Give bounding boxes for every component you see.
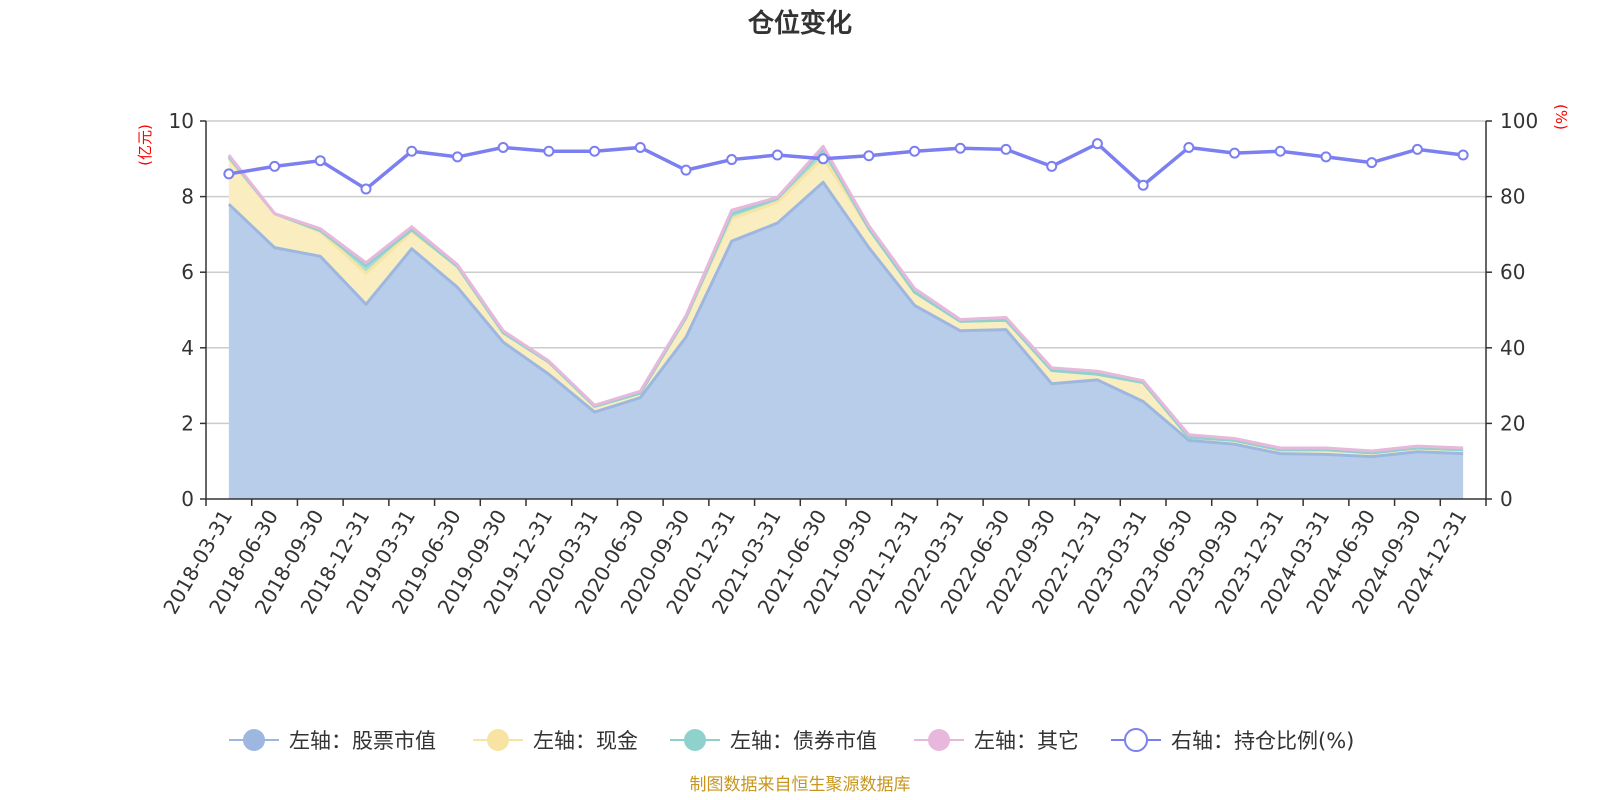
- ratio-point: [726, 154, 738, 166]
- ratio-point: [680, 164, 692, 176]
- ratio-point: [406, 145, 418, 157]
- ratio-point: [223, 168, 235, 180]
- right-tick-label: 80: [1500, 185, 1525, 209]
- legend-label-3: 左轴：其它: [974, 729, 1079, 753]
- left-tick-label: 0: [181, 487, 194, 511]
- ratio-point: [1229, 147, 1241, 159]
- ratio-point: [1000, 143, 1012, 155]
- ratio-point: [909, 145, 921, 157]
- legend-label-2: 左轴：债券市值: [730, 729, 877, 753]
- left-axis-unit: (亿元): [136, 124, 154, 166]
- legend-marker-0: [243, 729, 265, 751]
- ratio-series-line: [228, 141, 1464, 191]
- ratio-point: [314, 155, 326, 167]
- ratio-point: [451, 151, 463, 163]
- ratio-point: [543, 145, 555, 157]
- area-edge-3: [227, 144, 1464, 453]
- stacked-areas: [227, 144, 1464, 499]
- legend-marker-2: [684, 729, 706, 751]
- ratio-point: [954, 142, 966, 154]
- ratio-point: [1183, 141, 1195, 153]
- area-0: [228, 182, 1464, 499]
- legend-marker-1: [487, 729, 509, 751]
- left-tick-label: 10: [169, 109, 194, 133]
- legend-label-0: 左轴：股票市值: [289, 729, 436, 753]
- area-edge-2: [227, 147, 1464, 455]
- right-tick-label: 20: [1500, 411, 1525, 435]
- ratio-point: [1320, 151, 1332, 163]
- source-note: 制图数据来自恒生聚源数据库: [690, 775, 911, 795]
- left-tick-label: 8: [181, 185, 194, 209]
- ratio-point: [1091, 138, 1103, 150]
- chart-title: 仓位变化: [747, 8, 852, 39]
- legend: 左轴：股票市值 左轴：现金 左轴：债券市值 左轴：其它 右轴：持仓比例(%): [229, 728, 1354, 753]
- legend-label-1: 左轴：现金: [533, 729, 638, 753]
- ratio-point: [1411, 143, 1423, 155]
- left-tick-label: 2: [181, 411, 194, 435]
- right-tick-label: 40: [1500, 336, 1525, 360]
- left-tick-label: 4: [181, 336, 194, 360]
- ratio-point: [1457, 149, 1469, 161]
- ratio-point: [1274, 145, 1286, 157]
- left-tick-label: 6: [181, 260, 194, 284]
- ratio-point: [497, 141, 509, 153]
- ratio-point: [634, 141, 646, 153]
- ratio-line: [223, 138, 1469, 195]
- area-edge-0: [227, 180, 1464, 459]
- legend-marker-3: [928, 729, 950, 751]
- ratio-point: [1046, 160, 1058, 172]
- ratio-point: [269, 160, 281, 172]
- right-tick-label: 60: [1500, 260, 1525, 284]
- ratio-point: [360, 183, 372, 195]
- right-tick-label: 0: [1500, 487, 1513, 511]
- right-axis-unit: (%): [1552, 104, 1570, 130]
- ratio-point: [817, 153, 829, 165]
- ratio-point: [1137, 179, 1149, 191]
- ratio-point: [1366, 157, 1378, 169]
- ratio-point: [589, 145, 601, 157]
- right-tick-label: 100: [1500, 109, 1538, 133]
- legend-marker-4: [1124, 728, 1148, 752]
- ratio-point: [771, 149, 783, 161]
- ratio-point: [863, 150, 875, 162]
- legend-label-4: 右轴：持仓比例(%): [1171, 729, 1354, 753]
